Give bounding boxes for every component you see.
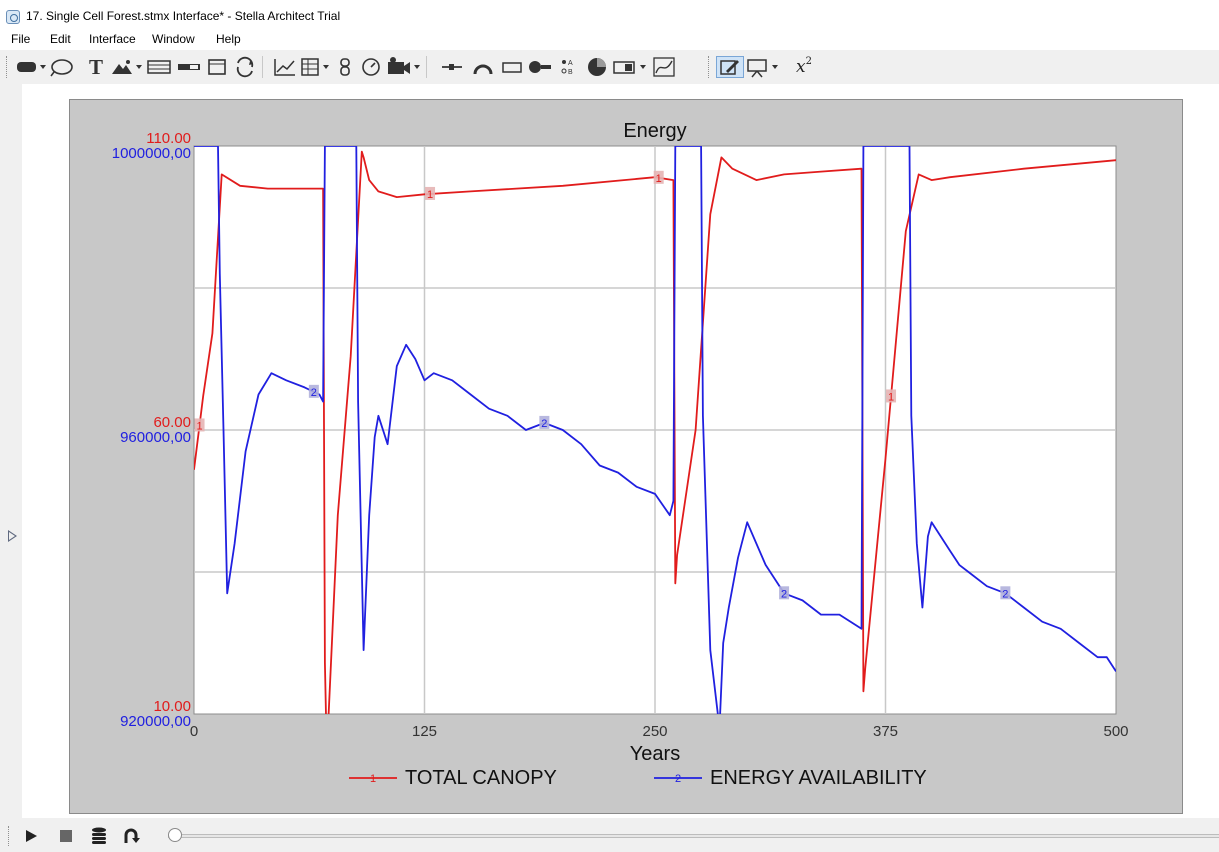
edit-mode-icon[interactable]: [716, 56, 744, 78]
series-marker: [308, 384, 319, 398]
knob-tool-icon[interactable]: [48, 56, 84, 78]
table-input-icon[interactable]: [146, 56, 174, 78]
toolbar-separator: [262, 56, 263, 78]
restore-icon[interactable]: [120, 826, 142, 846]
series-marker: [194, 418, 205, 432]
expand-panel-icon[interactable]: [8, 530, 17, 542]
y-tick-label: 1000000,00: [112, 145, 191, 162]
window-title: 17. Single Cell Forest.stmx Interface* -…: [26, 9, 341, 23]
rectangle-tool-icon[interactable]: [500, 56, 526, 78]
x-tick-label: 500: [1103, 723, 1128, 740]
series-marker-label: 2: [311, 387, 317, 399]
button-tool-icon[interactable]: [16, 56, 46, 78]
y-tick-label: 110.00: [146, 130, 191, 147]
series-marker: [539, 415, 550, 429]
x-axis-label: Years: [630, 743, 680, 765]
toolbar-grip[interactable]: [6, 56, 10, 78]
equation-superscript: 2: [805, 55, 812, 67]
toolbar-separator: [426, 56, 427, 78]
energy-chart[interactable]: Energy 0 125 250 375 500 Years 110.00 60.00 10.00…: [69, 99, 1183, 814]
series-line-2: [194, 146, 1116, 714]
x-tick-label: 125: [412, 723, 437, 740]
series-marker: [1000, 586, 1011, 600]
arrow-tool-icon[interactable]: [440, 56, 466, 78]
play-icon[interactable]: [18, 826, 42, 846]
simulation-slider[interactable]: [168, 834, 1219, 838]
simulation-slider-thumb[interactable]: [168, 828, 182, 842]
series-marker: [886, 389, 897, 403]
loop-tool-icon[interactable]: [232, 56, 258, 78]
menu-bar: File Edit Interface Window Help: [0, 30, 1219, 50]
y-tick-label: 960000,00: [120, 429, 191, 446]
text-tool-icon[interactable]: T: [86, 56, 108, 78]
run-data-icon[interactable]: [88, 826, 110, 846]
svg-text:A: A: [568, 60, 573, 67]
container-tool-icon[interactable]: [206, 56, 230, 78]
stop-icon[interactable]: [54, 826, 76, 846]
series-marker-label: 2: [541, 418, 547, 430]
table-tool-icon[interactable]: [300, 56, 332, 78]
series-marker-label: 1: [888, 391, 894, 403]
graph-tool-icon[interactable]: [272, 56, 298, 78]
series-marker: [779, 586, 790, 600]
y-tick-label: 10.00: [153, 698, 191, 715]
series-marker-label: 2: [781, 588, 787, 600]
x-tick-label: 250: [642, 723, 667, 740]
dial-tool-icon[interactable]: [470, 56, 496, 78]
graphical-input-icon[interactable]: [652, 56, 676, 78]
series-marker: [653, 170, 664, 184]
switch-tool-icon[interactable]: [526, 56, 554, 78]
equation-label: x: [796, 57, 806, 77]
x-tick-label: 375: [873, 723, 898, 740]
series-line-1: [194, 150, 1116, 714]
toolbar-grip[interactable]: [708, 56, 712, 78]
slider-tool-icon[interactable]: [176, 56, 204, 78]
series-marker-label: 1: [427, 189, 433, 201]
chart-title: Energy: [623, 120, 686, 142]
numeric-display-icon[interactable]: [334, 56, 356, 78]
toolbar-grip[interactable]: [8, 826, 12, 846]
gauge-tool-icon[interactable]: [358, 56, 384, 78]
title-bar: 17. Single Cell Forest.stmx Interface* -…: [0, 0, 1219, 30]
app-icon: [6, 10, 20, 24]
pie-chart-icon[interactable]: [584, 56, 610, 78]
left-strip: [0, 84, 22, 818]
series-marker-label: 2: [1002, 588, 1008, 600]
menu-file[interactable]: File: [11, 32, 31, 46]
legend-label: TOTAL CANOPY: [405, 767, 557, 789]
menu-help[interactable]: Help: [216, 32, 241, 46]
camera-tool-icon[interactable]: [386, 56, 422, 78]
menu-window[interactable]: Window: [152, 32, 195, 46]
legend-label: ENERGY AVAILABILITY: [710, 767, 927, 789]
series-marker-label: 1: [196, 420, 202, 432]
menu-edit[interactable]: Edit: [50, 32, 71, 46]
image-tool-icon[interactable]: [110, 56, 144, 78]
series-marker: [425, 186, 436, 200]
list-input-icon[interactable]: [612, 56, 652, 78]
menu-interface[interactable]: Interface: [89, 32, 136, 46]
x-tick-label: 0: [190, 723, 198, 740]
presentation-icon[interactable]: [746, 56, 782, 78]
svg-text:B: B: [568, 69, 573, 76]
legend-number: 1: [370, 773, 376, 785]
y-tick-label: 60.00: [153, 414, 191, 431]
svg-text:T: T: [89, 56, 103, 78]
series-marker-label: 1: [656, 173, 662, 185]
legend-number: 2: [675, 773, 681, 785]
y-tick-label: 920000,00: [120, 713, 191, 730]
